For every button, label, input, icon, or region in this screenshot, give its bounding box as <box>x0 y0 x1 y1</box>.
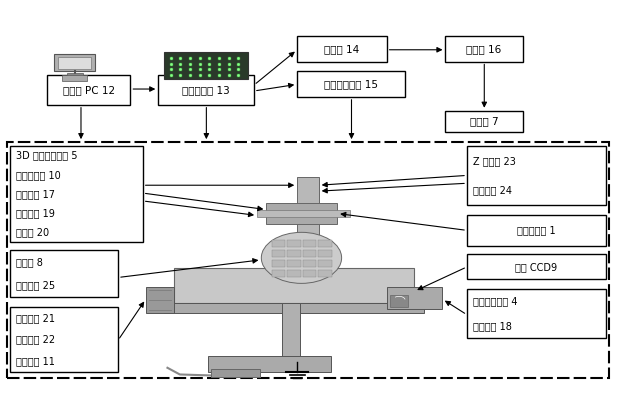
FancyBboxPatch shape <box>467 215 606 246</box>
FancyBboxPatch shape <box>272 240 285 247</box>
FancyBboxPatch shape <box>318 260 332 267</box>
FancyBboxPatch shape <box>287 260 301 267</box>
FancyBboxPatch shape <box>287 269 301 277</box>
Text: 接收板 8: 接收板 8 <box>16 257 43 267</box>
FancyBboxPatch shape <box>297 177 319 264</box>
FancyBboxPatch shape <box>282 303 300 358</box>
FancyBboxPatch shape <box>257 210 350 217</box>
Text: 旋转电机 25: 旋转电机 25 <box>16 281 55 290</box>
Text: 十字滑台 22: 十字滑台 22 <box>16 335 55 344</box>
FancyBboxPatch shape <box>47 75 131 105</box>
Text: 运动控制单元 15: 运动控制单元 15 <box>324 79 378 89</box>
FancyBboxPatch shape <box>467 254 606 279</box>
FancyBboxPatch shape <box>67 73 83 76</box>
FancyBboxPatch shape <box>318 269 332 277</box>
FancyBboxPatch shape <box>158 75 254 105</box>
Text: 压力传感器 10: 压力传感器 10 <box>16 170 61 180</box>
FancyBboxPatch shape <box>303 240 316 247</box>
FancyBboxPatch shape <box>297 71 405 97</box>
FancyBboxPatch shape <box>272 260 285 267</box>
FancyBboxPatch shape <box>63 75 87 81</box>
FancyBboxPatch shape <box>297 36 387 61</box>
Text: 电加热丝 17: 电加热丝 17 <box>16 189 55 199</box>
Text: 运动控制卡 13: 运动控制卡 13 <box>182 85 230 95</box>
FancyBboxPatch shape <box>446 111 522 132</box>
FancyBboxPatch shape <box>303 269 316 277</box>
FancyBboxPatch shape <box>210 369 260 377</box>
FancyBboxPatch shape <box>387 287 443 309</box>
FancyBboxPatch shape <box>287 250 301 257</box>
FancyBboxPatch shape <box>446 36 522 61</box>
Text: 供料电机 19: 供料电机 19 <box>16 208 55 218</box>
FancyBboxPatch shape <box>390 295 409 307</box>
Text: 成形室 7: 成形室 7 <box>470 116 498 126</box>
FancyBboxPatch shape <box>10 146 143 242</box>
Text: 驱动电路 18: 驱动电路 18 <box>473 321 512 331</box>
FancyBboxPatch shape <box>173 268 415 303</box>
FancyBboxPatch shape <box>207 356 331 372</box>
Text: 压缩机 16: 压缩机 16 <box>466 44 501 54</box>
FancyBboxPatch shape <box>165 303 424 313</box>
FancyBboxPatch shape <box>272 250 285 257</box>
Text: Z 轴电机 23: Z 轴电机 23 <box>473 156 516 166</box>
FancyBboxPatch shape <box>54 54 95 71</box>
Text: 供气泵 20: 供气泵 20 <box>16 227 50 238</box>
Text: 上位机 PC 12: 上位机 PC 12 <box>63 85 115 95</box>
FancyBboxPatch shape <box>165 52 248 79</box>
Text: 滚珠丝杆 24: 滚珠丝杆 24 <box>473 185 512 195</box>
FancyBboxPatch shape <box>146 287 173 313</box>
FancyBboxPatch shape <box>467 146 606 205</box>
Text: 3D 打印成形喙头 5: 3D 打印成形喙头 5 <box>16 151 77 161</box>
Text: 高压直流电源 4: 高压直流电源 4 <box>473 297 517 307</box>
FancyBboxPatch shape <box>467 289 606 338</box>
FancyBboxPatch shape <box>10 250 118 297</box>
FancyBboxPatch shape <box>318 240 332 247</box>
FancyBboxPatch shape <box>58 57 92 69</box>
Text: 限位开关 11: 限位开关 11 <box>16 356 55 366</box>
Text: 温控器 14: 温控器 14 <box>324 44 360 54</box>
Circle shape <box>261 232 342 283</box>
Text: 高速 CCD9: 高速 CCD9 <box>516 262 558 272</box>
FancyBboxPatch shape <box>272 269 285 277</box>
FancyBboxPatch shape <box>7 142 609 377</box>
FancyBboxPatch shape <box>266 203 337 225</box>
FancyBboxPatch shape <box>303 260 316 267</box>
Text: 电纺丝喙头 1: 电纺丝喙头 1 <box>517 225 556 235</box>
FancyBboxPatch shape <box>287 240 301 247</box>
FancyBboxPatch shape <box>303 250 316 257</box>
Text: 步进电机 21: 步进电机 21 <box>16 313 55 323</box>
FancyBboxPatch shape <box>318 250 332 257</box>
FancyBboxPatch shape <box>10 307 118 372</box>
